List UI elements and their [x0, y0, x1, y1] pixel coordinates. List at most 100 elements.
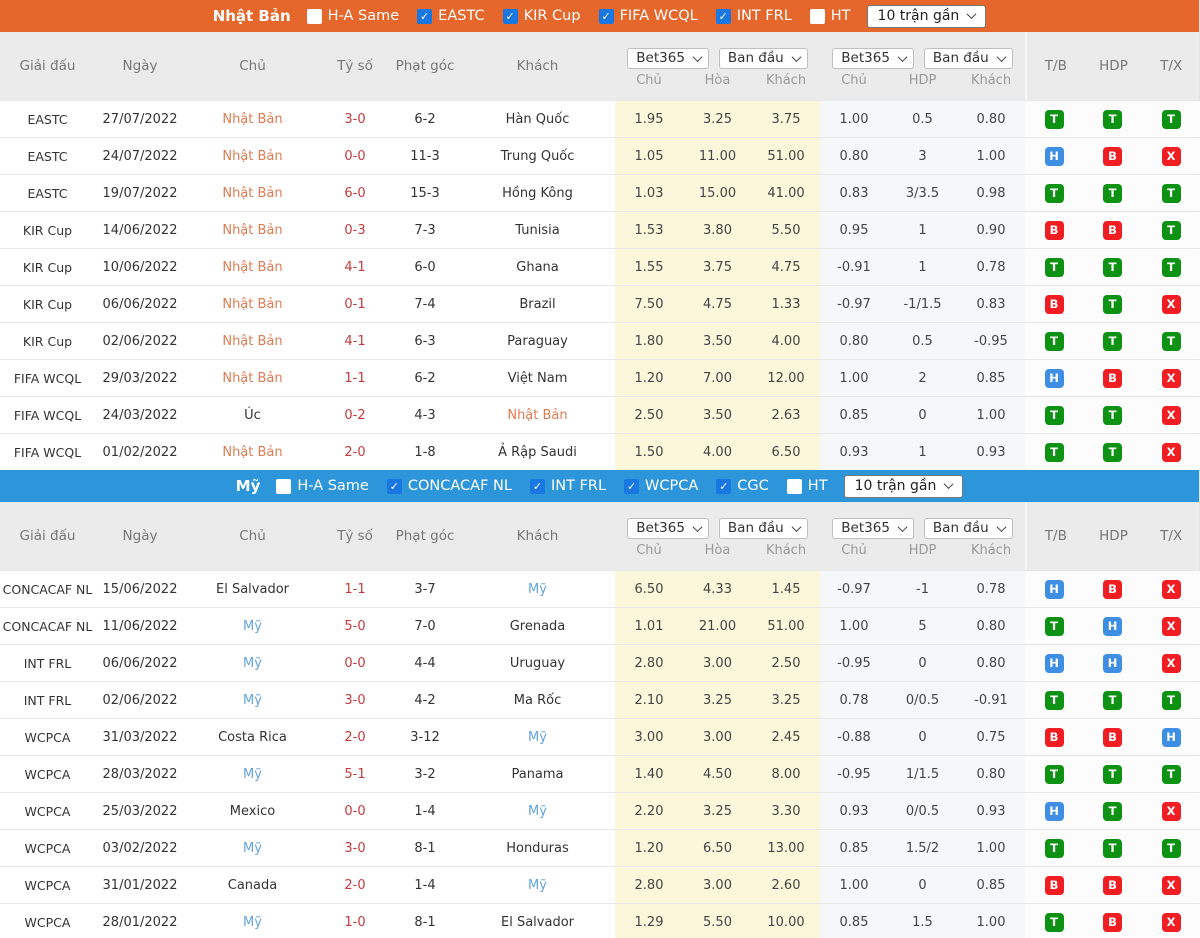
- result-badge: X: [1161, 146, 1181, 166]
- checkbox-unchecked-icon[interactable]: [306, 8, 322, 24]
- result-cell: T: [1025, 904, 1083, 938]
- away-team-cell: Grenada: [509, 618, 566, 634]
- sub-header-home-hdp: Chủ: [841, 73, 867, 88]
- odds-1x2-cell: 51.00: [752, 138, 820, 174]
- filter-label: H-A Same: [297, 478, 369, 494]
- league-cell: INT FRL: [23, 655, 72, 671]
- handicap-odds-cell: -1/1.5: [888, 286, 957, 322]
- result-cell: T: [1025, 175, 1083, 211]
- odds-time-select[interactable]: Ban đầu: [923, 48, 1013, 69]
- col-header-home: Chủ: [239, 528, 266, 544]
- handicap-odds-cell: -0.95: [957, 323, 1025, 359]
- handicap-odds-cell: 1.5/2: [888, 830, 957, 866]
- odds-1x2-cell: 1.55: [615, 249, 683, 285]
- checkbox-checked-icon[interactable]: [502, 8, 518, 24]
- chevron-down-icon: [791, 51, 802, 62]
- result-badge: H: [1103, 653, 1122, 673]
- chevron-down-icon: [996, 51, 1007, 62]
- checkbox-unchecked-icon[interactable]: [276, 478, 292, 494]
- bookmaker-select[interactable]: Bet365: [627, 518, 709, 539]
- handicap-odds-cell: -0.95: [820, 756, 888, 792]
- odds-time-select-value: Ban đầu: [932, 50, 989, 66]
- odds-time-select[interactable]: Ban đầu: [718, 48, 808, 69]
- handicap-odds-cell: 2: [888, 360, 957, 396]
- handicap-odds-cell: 0.85: [820, 397, 888, 433]
- chevron-down-icon: [897, 521, 908, 532]
- date-cell: 02/06/2022: [102, 333, 178, 349]
- table-row: KIR Cup 10/06/2022 Nhật Bản 4-1 6-0 Ghana 1.55…: [0, 248, 1200, 285]
- table-row: KIR Cup 02/06/2022 Nhật Bản 4-1 6-3 Paraguay 1…: [0, 322, 1200, 359]
- home-team-cell: Nhật Bản: [222, 222, 283, 238]
- home-team-cell: Mexico: [229, 803, 276, 819]
- checkbox-checked-icon[interactable]: [716, 478, 732, 494]
- sub-header-away-hdp: Khách: [970, 73, 1012, 88]
- odds-1x2-cell: 1.45: [752, 571, 820, 607]
- corners-cell: 1-4: [414, 877, 436, 893]
- odds-time-select[interactable]: Ban đầu: [923, 518, 1013, 539]
- checkbox-checked-icon[interactable]: [598, 8, 614, 24]
- col-header-tb: T/B: [1044, 528, 1067, 544]
- date-cell: 31/03/2022: [102, 729, 178, 745]
- away-team-cell: Nhật Bản: [507, 407, 568, 423]
- checkbox-unchecked-icon[interactable]: [786, 478, 802, 494]
- handicap-odds-cell: 1.00: [820, 867, 888, 903]
- table-row: WCPCA 31/03/2022 Costa Rica 2-0 3-12 Mỹ 3.00 3.…: [0, 718, 1200, 755]
- usa-recent-matches-select[interactable]: 10 trận gần: [843, 474, 964, 498]
- home-team-cell: Costa Rica: [218, 729, 287, 745]
- japan-recent-matches-select[interactable]: 10 trận gần: [866, 4, 987, 28]
- checkbox-checked-icon[interactable]: [624, 478, 640, 494]
- bookmaker-select[interactable]: Bet365: [832, 518, 914, 539]
- date-cell: 10/06/2022: [102, 259, 178, 275]
- result-cell: X: [1142, 608, 1200, 644]
- handicap-odds-cell: 0.83: [957, 286, 1025, 322]
- checkbox-checked-icon[interactable]: [386, 478, 402, 494]
- handicap-odds-cell: 0.75: [957, 719, 1025, 755]
- odds-1x2-cell: 10.00: [752, 904, 820, 938]
- result-cell: B: [1025, 719, 1083, 755]
- score-cell: 3-0: [344, 111, 366, 127]
- checkbox-unchecked-icon[interactable]: [809, 8, 825, 24]
- odds-1x2-cell: 1.01: [615, 608, 683, 644]
- odds-time-select[interactable]: Ban đầu: [718, 518, 808, 539]
- away-team-cell: Honduras: [506, 840, 569, 856]
- table-row: INT FRL 06/06/2022 Mỹ 0-0 4-4 Uruguay 2.80 3.00…: [0, 644, 1200, 681]
- away-team-cell: Mỹ: [528, 729, 547, 745]
- away-team-cell: Tunisia: [515, 222, 560, 238]
- score-cell: 5-1: [344, 766, 366, 782]
- bookmaker-select[interactable]: Bet365: [627, 48, 709, 69]
- sub-header-away-hdp: Khách: [970, 543, 1012, 558]
- date-cell: 11/06/2022: [102, 618, 178, 634]
- checkbox-checked-icon[interactable]: [715, 8, 731, 24]
- odds-1x2-cell: 1.20: [615, 360, 683, 396]
- checkbox-checked-icon[interactable]: [417, 8, 433, 24]
- japan-match-rows: EASTC 27/07/2022 Nhật Bản 3-0 6-2 Hàn Quốc 1.9…: [0, 100, 1200, 470]
- score-cell: 4-1: [344, 259, 366, 275]
- odds-1x2-cell: 41.00: [752, 175, 820, 211]
- filter-label: CONCACAF NL: [407, 478, 512, 494]
- result-badge: T: [1103, 405, 1122, 425]
- result-cell: T: [1142, 323, 1200, 359]
- filter-label: EASTC: [438, 8, 485, 24]
- score-cell: 4-1: [344, 333, 366, 349]
- col-header-tx: T/X: [1160, 528, 1183, 544]
- away-team-cell: Việt Nam: [507, 370, 568, 386]
- handicap-odds-cell: 1.00: [820, 360, 888, 396]
- filter-label: HT: [830, 8, 851, 24]
- bookmaker-select[interactable]: Bet365: [832, 48, 914, 69]
- league-cell: FIFA WCQL: [13, 444, 82, 460]
- result-cell: X: [1142, 793, 1200, 829]
- away-team-cell: El Salvador: [501, 914, 574, 930]
- home-team-cell: Mỹ: [243, 914, 262, 930]
- result-badge: T: [1044, 442, 1064, 462]
- league-cell: EASTC: [27, 111, 68, 127]
- away-team-cell: Ả Rập Saudi: [498, 444, 577, 460]
- result-cell: T: [1025, 756, 1083, 792]
- result-cell: B: [1025, 286, 1083, 322]
- col-header-corners: Phạt góc: [395, 528, 455, 544]
- checkbox-checked-icon[interactable]: [529, 478, 545, 494]
- col-header-league: Giải đấu: [19, 528, 76, 544]
- odds-1x2-cell: 3.25: [683, 101, 752, 137]
- corners-cell: 1-4: [414, 803, 436, 819]
- handicap-odds-cell: 0.93: [820, 793, 888, 829]
- handicap-odds-cell: -0.97: [820, 571, 888, 607]
